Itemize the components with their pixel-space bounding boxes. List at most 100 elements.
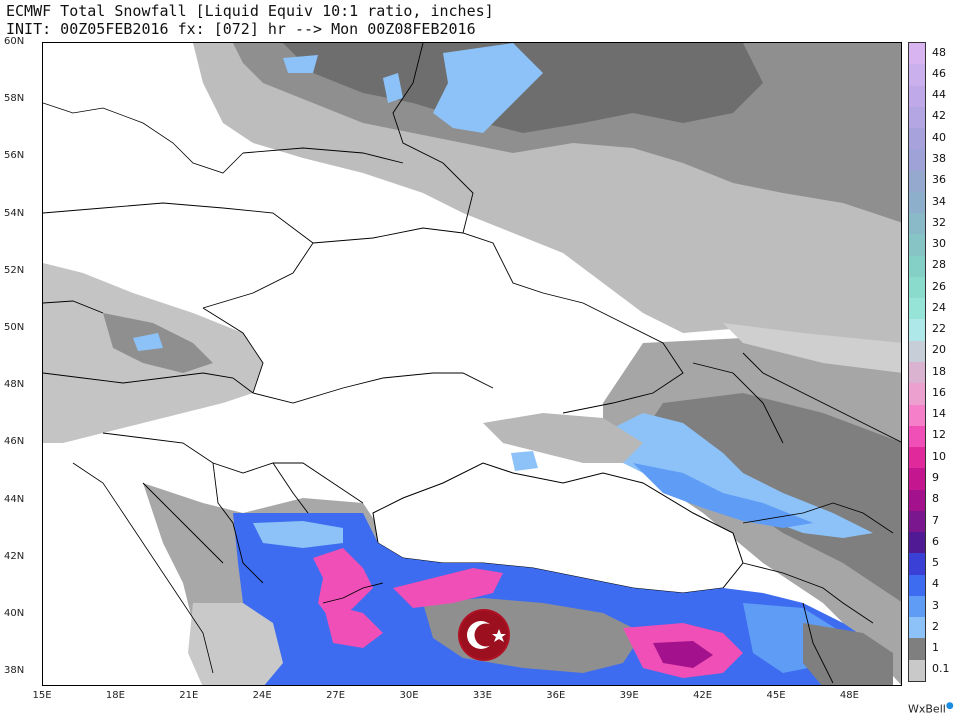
- colorbar-label: 20: [932, 343, 946, 357]
- colorbar-swatch: [909, 404, 925, 427]
- colorbar-label: 16: [932, 385, 946, 399]
- lat-label: 52N: [4, 264, 25, 276]
- chart-subtitle: INIT: 00Z05FEB2016 fx: [072] hr --> Mon …: [6, 20, 476, 38]
- snow-gray-southeast: [803, 623, 893, 685]
- colorbar-swatch: [909, 595, 925, 618]
- snow-magenta-north-turkey: [393, 568, 503, 608]
- colorbar-swatch: [909, 64, 925, 87]
- colorbar-swatch: [909, 447, 925, 469]
- country-borders: [43, 43, 901, 684]
- snowfall-map: [42, 42, 902, 686]
- map-canvas: [43, 43, 901, 685]
- lat-label: 50N: [4, 322, 25, 333]
- colorbar-label: 14: [932, 407, 946, 421]
- chart-title: ECMWF Total Snowfall [Liquid Equiv 10:1 …: [6, 2, 494, 20]
- colorbar-swatch: [909, 532, 925, 554]
- colorbar-label: 30: [932, 237, 946, 251]
- colorbar-swatch: [909, 276, 925, 299]
- snow-lightblue-west: [133, 333, 163, 351]
- snow-lightgray-greece: [188, 603, 283, 685]
- colorbar-swatch: [909, 128, 925, 150]
- lon-label: 42E: [693, 690, 713, 701]
- colorbar-swatch: [909, 468, 925, 491]
- colorbar-swatch: [909, 234, 925, 257]
- lon-label: 30E: [399, 690, 419, 701]
- colorbar-label: 12: [932, 428, 946, 442]
- colorbar-swatch: [909, 638, 925, 661]
- lat-label: 58N: [4, 93, 25, 105]
- colorbar-label: 2: [932, 619, 939, 633]
- brand-logo: WxBell●: [908, 701, 954, 716]
- colorbar-label: 5: [932, 556, 939, 570]
- colorbar-swatch: [909, 659, 925, 682]
- colorbar-label: 22: [932, 322, 946, 336]
- colorbar-label: 38: [932, 151, 946, 165]
- lat-label: 54N: [4, 207, 25, 219]
- colorbar-swatch: [909, 106, 925, 129]
- colorbar-label: 42: [932, 109, 946, 123]
- colorbar-swatch: [909, 85, 925, 108]
- lat-label: 60N: [4, 36, 25, 47]
- colorbar-label: 10: [932, 449, 946, 463]
- snow-gray-crimea: [483, 413, 643, 463]
- colorbar-label: 0.1: [932, 662, 950, 676]
- snow-lightgray-east: [723, 323, 901, 373]
- snow-lightblue-north2: [283, 55, 318, 73]
- lat-label: 38N: [4, 665, 25, 677]
- lat-label: 40N: [4, 608, 25, 619]
- colorbar-label: 40: [932, 130, 946, 144]
- colorbar-swatch: [909, 617, 925, 639]
- colorbar-swatch: [909, 425, 925, 448]
- colorbar-swatch: [909, 489, 925, 512]
- snow-lightblue-turkey: [253, 521, 343, 548]
- colorbar-swatch: [909, 319, 925, 342]
- colorbar-swatch: [909, 574, 925, 597]
- colorbar-swatch: [909, 43, 925, 65]
- colorbar-swatch: [909, 170, 925, 193]
- lon-label: 45E: [766, 690, 786, 701]
- colorbar-swatch: [909, 213, 925, 235]
- colorbar-label: 4: [932, 577, 939, 591]
- colorbar-swatch: [909, 510, 925, 533]
- lon-label: 24E: [252, 690, 272, 701]
- snow-purple-east-turkey: [653, 641, 713, 668]
- colorbar-label: 28: [932, 258, 946, 272]
- colorbar-swatch: [909, 255, 925, 278]
- lat-label: 56N: [4, 150, 25, 162]
- lat-label: 42N: [4, 550, 25, 562]
- lon-label: 33E: [472, 690, 492, 701]
- lon-label: 39E: [619, 690, 639, 701]
- colorbar-label: 24: [932, 300, 946, 314]
- colorbar-swatch: [909, 340, 925, 363]
- colorbar-swatch: [909, 383, 925, 406]
- colorbar-label: 6: [932, 534, 939, 548]
- colorbar-swatch: [909, 362, 925, 384]
- colorbar-swatch: [909, 191, 925, 214]
- colorbar-label: 44: [932, 88, 946, 102]
- lon-label: 48E: [839, 690, 859, 701]
- snow-blue-caucasus: [603, 413, 873, 538]
- lon-label: 36E: [546, 690, 566, 701]
- snow-blue-caucasus2: [633, 463, 813, 528]
- snow-lightblue-north3: [383, 73, 403, 103]
- lon-label: 21E: [179, 690, 199, 701]
- lon-label: 18E: [105, 690, 125, 701]
- colorbar-label: 36: [932, 173, 946, 187]
- colorbar-swatch: [909, 298, 925, 320]
- snow-lightblue-north: [433, 43, 543, 133]
- colorbar-label: 32: [932, 215, 946, 229]
- coastlines: [43, 102, 894, 674]
- colorbar-label: 9: [932, 470, 939, 484]
- lat-label: 44N: [4, 493, 25, 505]
- colorbar-label: 3: [932, 598, 939, 612]
- turkey-crescent-star-icon: [458, 609, 510, 661]
- colorbar-label: 8: [932, 492, 939, 506]
- lat-label: 46N: [4, 436, 25, 448]
- colorbar-label: 1: [932, 641, 939, 655]
- colorbar-label: 48: [932, 45, 946, 59]
- colorbar-label: 46: [932, 66, 946, 80]
- lon-label: 27E: [326, 690, 346, 701]
- lon-label: 15E: [32, 690, 52, 701]
- colorbar-label: 34: [932, 194, 946, 208]
- lat-label: 48N: [4, 379, 25, 391]
